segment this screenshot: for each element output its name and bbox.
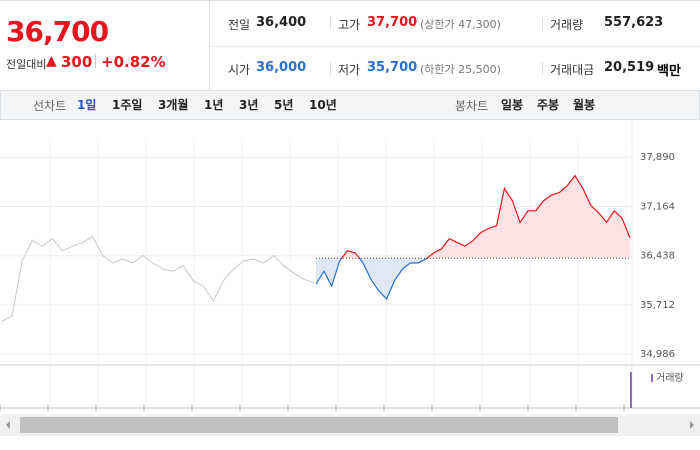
stat-value: 37,700	[367, 15, 418, 30]
volume-label: 거래량	[656, 372, 684, 384]
separator: |	[93, 53, 98, 69]
tab-bar	[0, 90, 700, 120]
scroll-right[interactable]	[690, 421, 694, 429]
stat-note: (상한가 47,300)	[420, 18, 501, 31]
stat-separator	[330, 62, 331, 75]
scrollbar-thumb[interactable]	[20, 417, 618, 433]
candle-tab[interactable]: 일봉	[501, 98, 524, 112]
y-tick-label: 37,890	[640, 152, 675, 163]
prev-price-line	[1, 235, 315, 322]
row-divider	[210, 46, 700, 47]
stat-label: 고가	[338, 18, 361, 32]
stat-unit: 백만	[657, 64, 681, 79]
stat-label: 거래량	[550, 18, 584, 32]
stat-label: 저가	[338, 63, 361, 77]
stat-value: 36,000	[256, 60, 307, 75]
period-tab[interactable]: 1주일	[112, 98, 143, 112]
volume-legend-swatch	[651, 374, 653, 382]
price-line	[315, 174, 631, 301]
y-tick-label: 34,986	[640, 349, 675, 360]
candle-chart-label: 봉차트	[455, 99, 489, 113]
price-panel: 36,700 전일대비 ▲ 300 | +0.82%	[0, 1, 210, 91]
y-tick-label: 37,164	[640, 201, 675, 212]
stat-value: 20,519	[604, 60, 655, 75]
period-tab[interactable]: 1년	[204, 98, 224, 112]
period-tab[interactable]: 10년	[309, 98, 337, 112]
stat-separator	[542, 17, 543, 30]
stat-note: (하한가 25,500)	[420, 63, 501, 76]
line-chart-label: 선차트	[33, 99, 67, 113]
stat-value: 35,700	[367, 60, 418, 75]
candle-tab[interactable]: 월봉	[573, 98, 596, 112]
stat-value: 36,400	[256, 15, 307, 30]
quote-header: 36,700 전일대비 ▲ 300 | +0.82%	[0, 0, 700, 91]
y-tick-label: 35,712	[640, 300, 675, 311]
up-arrow: ▲	[46, 53, 57, 69]
y-tick-label: 36,438	[640, 251, 675, 262]
stat-label: 전일	[228, 18, 251, 32]
period-tab[interactable]: 5년	[274, 98, 294, 112]
stat-separator	[330, 17, 331, 30]
scroll-left[interactable]	[6, 421, 10, 429]
change-pct: +0.82%	[101, 53, 166, 71]
change: 300	[61, 53, 93, 71]
stat-label: 시가	[228, 63, 251, 77]
period-tab[interactable]: 3개월	[158, 98, 189, 112]
candle-tab[interactable]: 주봉	[537, 98, 560, 112]
price-area	[316, 175, 630, 299]
period-tab[interactable]: 1일	[77, 98, 97, 112]
stat-label: 거래대금	[550, 63, 595, 77]
volume-bar	[630, 372, 632, 408]
period-tab[interactable]: 3년	[239, 98, 259, 112]
stat-value: 557,623	[604, 15, 664, 30]
change-label: 전일대비	[6, 58, 47, 71]
current-price: 36,700	[6, 15, 109, 48]
stat-separator	[542, 62, 543, 75]
